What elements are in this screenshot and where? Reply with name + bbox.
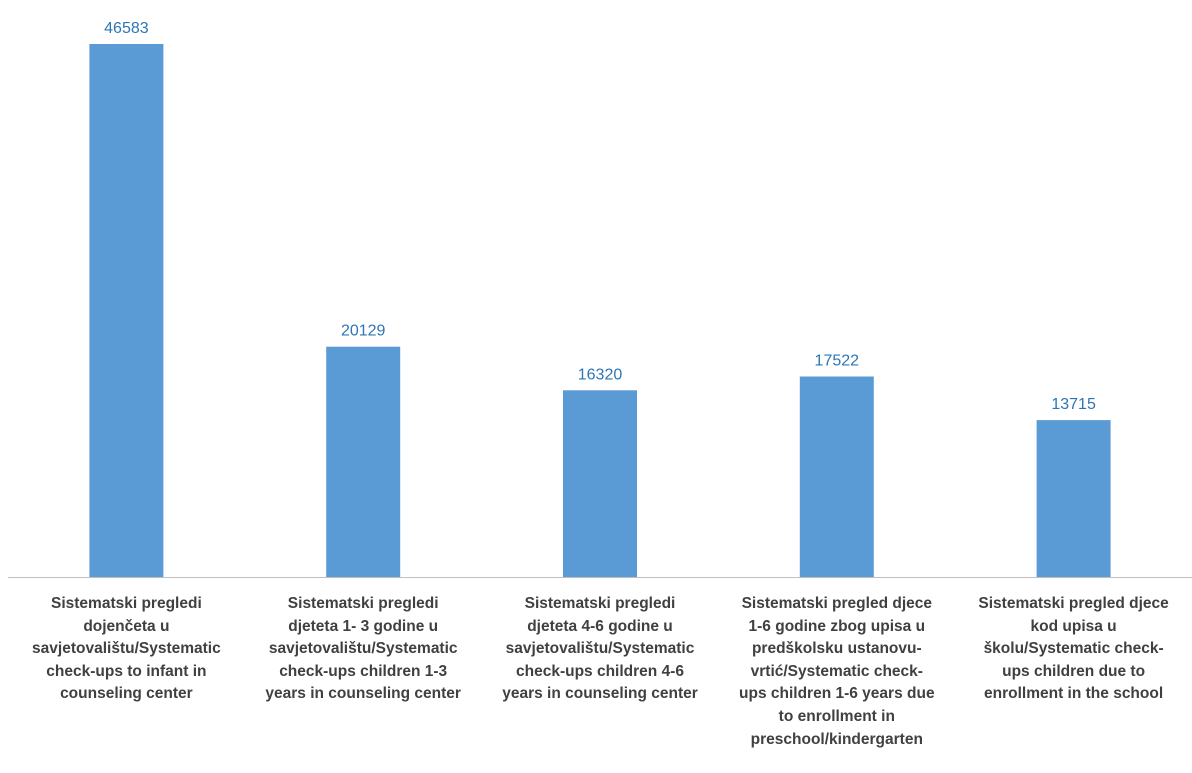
category-label-line: školu/Systematic check- xyxy=(983,640,1164,658)
category-label-line: savjetovalištu/Systematic xyxy=(505,640,695,658)
category-label-5: Sistematski pregled djece kod upisa u škol… xyxy=(958,593,1190,706)
category-label-line: Sistematski pregledi xyxy=(287,595,439,612)
category-label-line: Sistematski pregled djece xyxy=(741,595,932,612)
category-label-line: Sistematski pregledi xyxy=(51,595,202,612)
data-label-5: 13715 xyxy=(1051,396,1096,413)
category-label-line: dojenčeta u xyxy=(83,617,170,635)
category-label-2: Sistematski pregledi djeteta 1- 3 godine … xyxy=(247,593,479,706)
category-label-line: check-ups children 1-3 xyxy=(279,662,448,680)
category-label-line: savjetovalištu/Systematic xyxy=(32,640,221,658)
category-label-4: Sistematski pregled djece 1-6 godine zbog… xyxy=(721,593,953,751)
data-label-3: 16320 xyxy=(578,366,623,383)
data-label-2: 20129 xyxy=(341,323,386,340)
category-label-line: predškolsku ustanovu- xyxy=(751,640,922,658)
category-label-line: preschool/kindergarten xyxy=(750,730,923,748)
category-label-line: kod upisa u xyxy=(1030,617,1117,635)
bar-4 xyxy=(799,376,874,577)
category-label-line: ups children due to xyxy=(1002,662,1146,680)
category-label-line: vrtić/Systematic check- xyxy=(750,662,923,680)
category-label-line: djeteta 4-6 godine u xyxy=(527,617,673,635)
category-label-line: djeteta 1- 3 godine u xyxy=(288,617,439,635)
bar-1 xyxy=(89,44,164,577)
data-label-4: 17522 xyxy=(815,353,860,370)
category-label-line: counseling center xyxy=(60,685,193,703)
category-label-3: Sistematski pregledi djeteta 4-6 godine u… xyxy=(484,593,716,706)
category-label-line: ups children 1-6 years due xyxy=(739,685,935,703)
category-label-line: savjetovalištu/Systematic xyxy=(268,640,458,658)
category-label-line: to enrollment in xyxy=(778,707,895,725)
bar-3 xyxy=(563,390,637,577)
category-label-line: Sistematski pregledi xyxy=(524,595,676,612)
category-label-line: years in counseling center xyxy=(502,685,698,703)
category-label-line: check-ups children 4-6 xyxy=(516,662,684,680)
category-label-line: enrollment in the school xyxy=(984,685,1164,703)
category-label-line: 1-6 godine zbog upisa u xyxy=(748,617,926,635)
bar-5 xyxy=(1036,420,1111,577)
category-label-line: years in counseling center xyxy=(265,685,461,703)
data-label-1: 46583 xyxy=(104,20,149,37)
category-label-line: Sistematski pregled djece xyxy=(978,595,1169,612)
category-label-line: check-ups to infant in xyxy=(46,662,207,680)
category-label-1: Sistematski pregledi dojenčeta u savjetova… xyxy=(10,593,242,706)
bar-2 xyxy=(326,346,401,577)
